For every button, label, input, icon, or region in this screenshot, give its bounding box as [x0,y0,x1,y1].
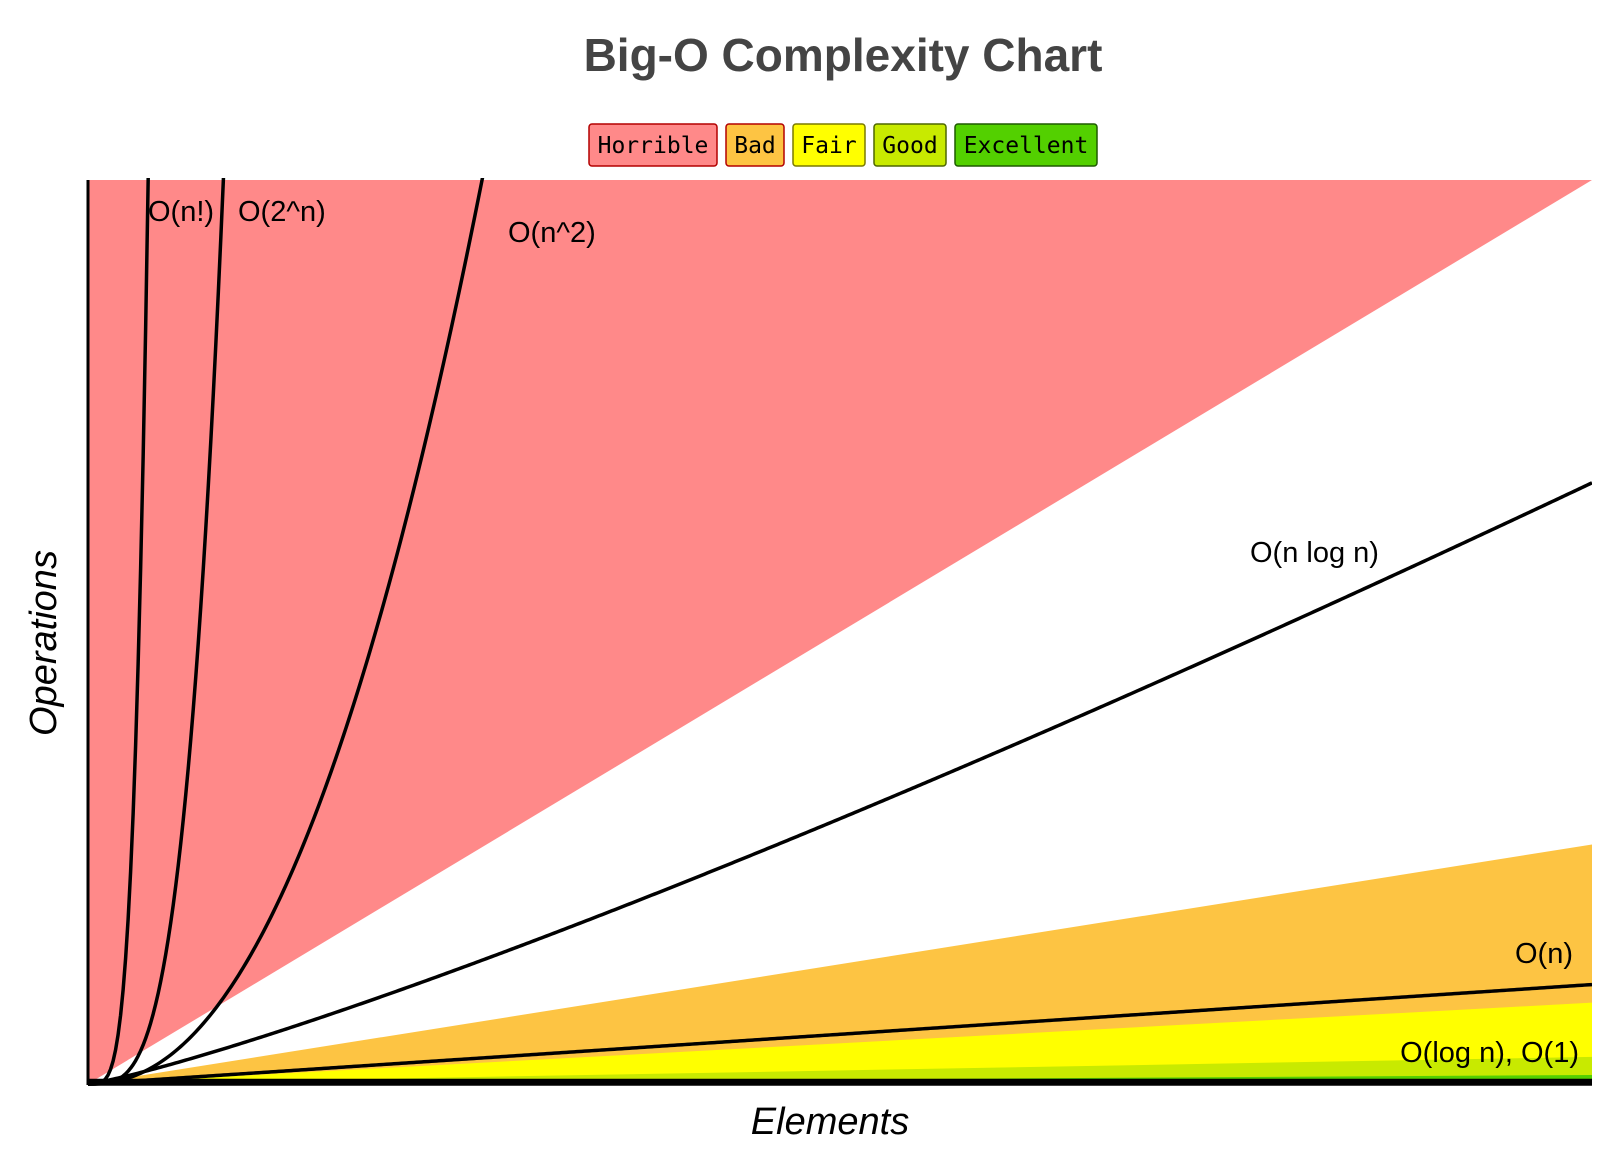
legend-swatch-horrible [588,123,718,167]
curve-o-n-2 [88,178,485,1086]
curve-label-o-2-n: O(2^n) [238,196,326,228]
complexity-regions [88,180,1592,1084]
legend-label-fair: Fair [801,133,856,159]
axes [86,180,1592,1086]
legend: Horrible Bad Fair Good Excellent [588,123,1098,167]
curve-label-o-n: O(n!) [148,196,214,228]
legend-label-horrible: Horrible [598,133,709,159]
curve-o-n-log-n [88,481,1592,1086]
curve-label-o-n: O(n) [1515,938,1573,970]
region-horrible [88,180,1592,1084]
curve-label-o-log-n-o-1: O(log n), O(1) [1400,1037,1579,1069]
legend-swatch-excellent [954,123,1098,167]
legend-label-excellent: Excellent [964,133,1089,159]
y-axis-label: Operations [23,550,65,736]
legend-label-good: Good [882,133,937,159]
legend-label-bad: Bad [734,133,776,159]
curve-o-n [88,982,1592,1086]
curve-labels: O(n!) O(2^n) O(n^2) O(n log n) O(n) O(log n),… [148,196,1579,1069]
curve-label-o-n-log-n: O(n log n) [1250,537,1379,569]
curve-label-o-n-2: O(n^2) [508,217,596,249]
legend-swatch-bad [725,123,785,167]
chart-title: Big-O Complexity Chart [584,29,1103,81]
x-axis-label: Elements [751,1101,909,1143]
legend-swatch-fair [792,123,866,167]
legend-swatch-good [873,123,947,167]
